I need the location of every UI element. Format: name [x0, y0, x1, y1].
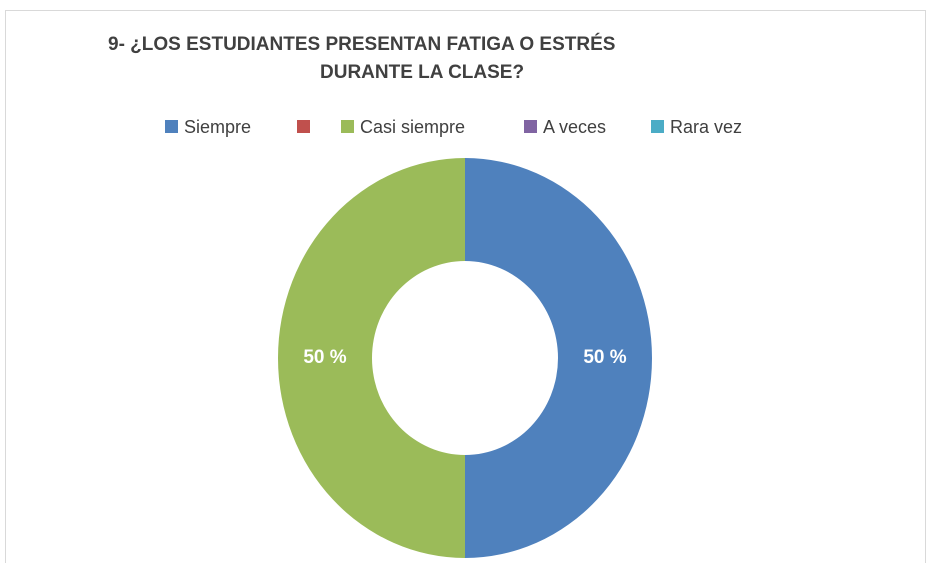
- data-label: 50 %: [303, 347, 346, 368]
- legend-swatch: [165, 120, 178, 133]
- legend-swatch: [651, 120, 664, 133]
- data-label: 50 %: [583, 347, 626, 368]
- legend-label: Rara vez: [670, 117, 742, 137]
- donut-slice: [465, 158, 652, 558]
- chart-title: 9- ¿LOS ESTUDIANTES PRESENTAN FATIGA O E…: [108, 33, 615, 55]
- legend-swatch: [524, 120, 537, 133]
- legend-label: Casi siempre: [360, 117, 465, 137]
- legend-swatch: [341, 120, 354, 133]
- chart-title: DURANTE LA CLASE?: [320, 62, 524, 83]
- legend-label: Siempre: [184, 117, 251, 137]
- legend-swatch: [297, 120, 310, 133]
- legend-label: A veces: [543, 117, 606, 137]
- donut-slice: [278, 158, 465, 558]
